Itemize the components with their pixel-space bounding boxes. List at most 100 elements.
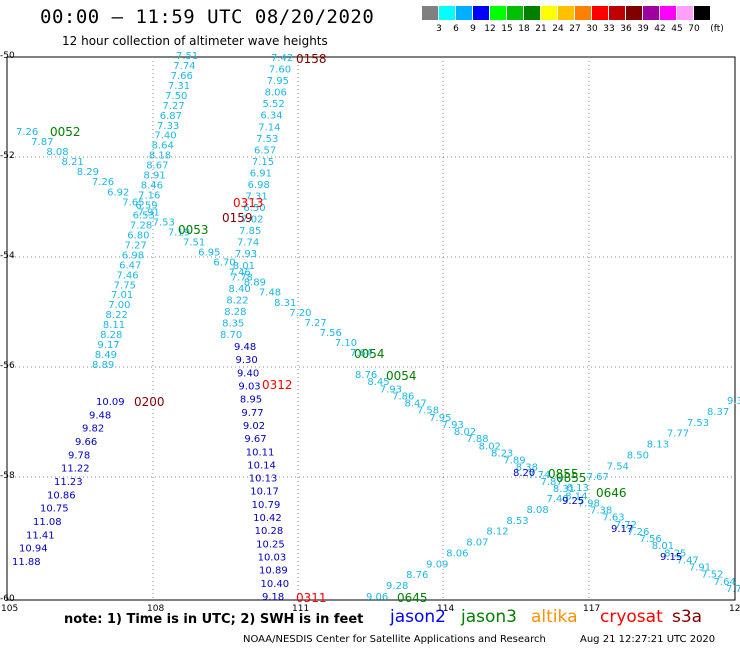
wave-height-label: 6.95 <box>198 248 220 259</box>
wave-height-label: 8.06 <box>265 88 287 99</box>
wave-height-label: 7.38 <box>590 506 612 517</box>
wave-height-label: 8.38 <box>516 463 538 474</box>
wave-height-label: 7.85 <box>239 226 261 237</box>
lon-tick-label: 105 <box>1 604 19 614</box>
wave-height-label: 9.78 <box>68 450 90 461</box>
wave-height-label: 8.28 <box>224 307 246 318</box>
scale-label: 18 <box>518 24 530 34</box>
wave-height-label: 10.09 <box>96 397 125 408</box>
wave-height-label: 9.06 <box>366 592 388 603</box>
wave-height-label: 9.82 <box>82 424 104 435</box>
lon-tick-label: 111 <box>292 604 310 614</box>
pass-time-label: 0855 <box>556 471 587 485</box>
wave-height-label: 7.78 <box>231 272 253 283</box>
wave-height-label: 7.52 <box>701 570 723 581</box>
wave-height-label: 10.13 <box>249 474 278 485</box>
lon-tick-label: 114 <box>437 604 455 614</box>
scale-label: 30 <box>586 24 598 34</box>
wave-height-label: 7.48 <box>259 288 281 299</box>
wave-height-label: 8.07 <box>466 538 488 549</box>
wave-height-label: 6.91 <box>250 168 272 179</box>
scale-label: 6 <box>453 24 459 34</box>
wave-height-label: 6.87 <box>160 111 182 122</box>
wave-height-label: 11.41 <box>26 530 55 541</box>
wave-height-label: 7.28 <box>130 220 152 231</box>
wave-height-label: 7.14 <box>258 122 280 133</box>
scale-swatch <box>609 6 625 20</box>
wave-height-label: 10.89 <box>259 566 288 577</box>
wave-height-label: 7.56 <box>320 328 342 339</box>
wave-height-label: 7.54 <box>607 461 629 472</box>
wave-height-label: 8.06 <box>446 548 468 559</box>
wave-height-label: 8.11 <box>103 320 125 331</box>
wave-height-label: 7.27 <box>304 318 326 329</box>
wave-height-label: 7.16 <box>138 191 160 202</box>
wave-height-label: 6.98 <box>248 180 270 191</box>
wave-height-label: 6.34 <box>260 111 282 122</box>
wave-height-label: 8.46 <box>141 181 163 192</box>
wave-height-label: 8.18 <box>149 151 171 162</box>
wave-height-label: 7.20 <box>289 308 311 319</box>
wave-height-label: 9.18 <box>262 592 284 603</box>
wave-height-label: 8.01 <box>652 541 674 552</box>
scale-label: 12 <box>484 24 496 34</box>
wave-height-label: 9.09 <box>426 559 448 570</box>
wave-height-label: 11.22 <box>61 464 90 475</box>
pass-time-label: 0054 <box>386 369 417 383</box>
wave-height-label: 7.50 <box>165 91 187 102</box>
lat-tick-label: -58 <box>0 471 15 481</box>
lat-tick-label: -52 <box>0 151 15 161</box>
scale-swatch <box>575 6 591 20</box>
wave-height-label: 7.66 <box>171 71 193 82</box>
wave-height-label: 7.58 <box>417 406 439 417</box>
wave-height-label: 7.53 <box>687 418 709 429</box>
scale-label: 24 <box>552 24 564 34</box>
lat-tick-label: -60 <box>0 594 15 604</box>
wave-height-label: 7.95 <box>429 413 451 424</box>
wave-height-label: 9.03 <box>238 381 260 392</box>
footer-credit: NOAA/NESDIS Center for Satellite Applica… <box>243 634 546 645</box>
scale-swatch <box>473 6 489 20</box>
wave-height-label: 6.92 <box>107 187 129 198</box>
wave-height-label: 10.25 <box>256 539 285 550</box>
wave-height-label: 10.14 <box>247 460 276 471</box>
wave-height-label: 7.89 <box>503 456 525 467</box>
wave-height-label: 9.30 <box>727 396 740 407</box>
wave-height-label: 7.87 <box>541 477 563 488</box>
wave-height-label: 9.40 <box>237 368 259 379</box>
wave-height-label: 7.47 <box>677 555 699 566</box>
lat-tick-label: -54 <box>0 251 15 261</box>
wave-height-label: 6.53 <box>133 210 155 221</box>
wave-height-label: 10.79 <box>252 500 281 511</box>
wave-height-label: 7.95 <box>267 76 289 87</box>
wave-height-label: 6.13 <box>567 483 589 494</box>
scale-label: 45 <box>671 24 683 34</box>
wave-height-label: 7.33 <box>157 121 179 132</box>
wave-height-label: 7.01 <box>111 290 133 301</box>
wave-height-label: 9.25 <box>562 496 584 507</box>
scale-label: 42 <box>654 24 666 34</box>
wave-height-label: 8.22 <box>226 295 248 306</box>
wave-height-label: 8.08 <box>46 147 68 158</box>
wave-height-label: 7.31 <box>168 81 190 92</box>
wave-height-label: 7.26 <box>16 127 38 138</box>
wave-height-label: 7.00 <box>108 300 130 311</box>
map-frame <box>6 56 736 601</box>
scale-swatch <box>694 6 710 20</box>
wave-height-label: 7.72 <box>726 584 740 595</box>
wave-height-label: 8.31 <box>553 484 575 495</box>
wave-height-label: 8.76 <box>355 370 377 381</box>
scale-label: 15 <box>501 24 513 34</box>
lat-tick-label: -56 <box>0 361 15 371</box>
wave-height-label: 10.03 <box>258 553 287 564</box>
wave-height-label: 7.93 <box>442 420 464 431</box>
wave-height-label: 7.91 <box>137 207 159 218</box>
wave-height-label: 7.74 <box>528 470 550 481</box>
wave-height-label: 8.89 <box>244 278 266 289</box>
wave-height-label: 7.74 <box>237 238 259 249</box>
wave-height-label: 7.51 <box>183 238 205 249</box>
wave-height-label: 8.14 <box>565 491 587 502</box>
wave-height-label: 8.53 <box>506 516 528 527</box>
legend-altika: altika <box>531 607 578 627</box>
wave-height-label: 7.15 <box>252 157 274 168</box>
